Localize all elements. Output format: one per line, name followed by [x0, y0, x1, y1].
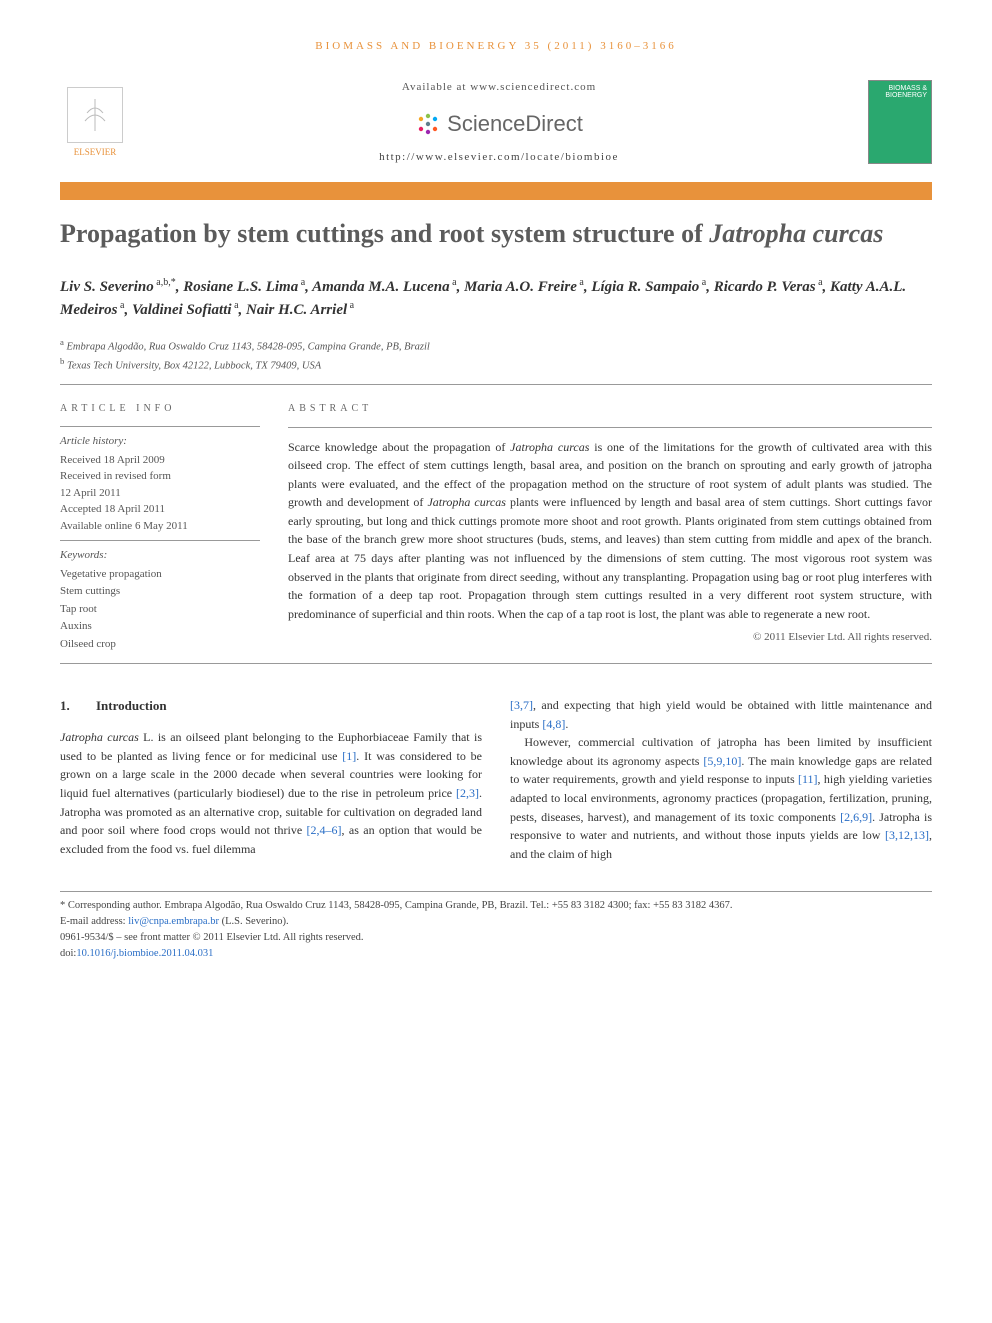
body-columns: 1.Introduction Jatropha curcas L. is an …	[60, 696, 932, 863]
accepted-date: Accepted 18 April 2011	[60, 501, 260, 518]
copyright-line: © 2011 Elsevier Ltd. All rights reserved…	[288, 629, 932, 646]
sciencedirect-text: ScienceDirect	[447, 111, 583, 137]
article-info-column: ARTICLE INFO Article history: Received 1…	[60, 401, 260, 653]
divider	[60, 540, 260, 541]
divider	[60, 663, 932, 664]
revised-date: 12 April 2011	[60, 485, 260, 502]
keyword-item: Tap root	[60, 601, 260, 618]
intro-paragraph-right: [3,7], and expecting that high yield wou…	[510, 696, 932, 863]
elsevier-tree-icon	[67, 87, 123, 143]
article-info-heading: ARTICLE INFO	[60, 401, 260, 416]
journal-header: ELSEVIER Available at www.sciencedirect.…	[60, 72, 932, 182]
elsevier-logo: ELSEVIER	[60, 87, 130, 157]
online-date: Available online 6 May 2011	[60, 518, 260, 535]
section-title: Introduction	[96, 698, 167, 713]
abstract-column: ABSTRACT Scarce knowledge about the prop…	[288, 401, 932, 653]
sciencedirect-logo: ScienceDirect	[415, 111, 583, 137]
revised-label: Received in revised form	[60, 468, 260, 485]
available-at: Available at www.sciencedirect.com	[130, 81, 868, 93]
orange-divider-bar	[60, 182, 932, 200]
journal-cover-thumb: BIOMASS & BIOENERGY	[868, 80, 932, 164]
journal-url[interactable]: http://www.elsevier.com/locate/biombioe	[130, 151, 868, 163]
keyword-item: Stem cuttings	[60, 583, 260, 600]
body-col-right: [3,7], and expecting that high yield wou…	[510, 696, 932, 863]
divider	[60, 426, 260, 427]
running-head: BIOMASS AND BIOENERGY 35 (2011) 3160–316…	[60, 40, 932, 52]
keyword-item: Oilseed crop	[60, 636, 260, 653]
title-text: Propagation by stem cuttings and root sy…	[60, 219, 709, 248]
divider	[60, 384, 932, 385]
divider	[288, 427, 932, 428]
author-list: Liv S. Severino a,b,*, Rosiane L.S. Lima…	[60, 275, 932, 322]
abstract-heading: ABSTRACT	[288, 401, 932, 417]
keywords-list: Vegetative propagationStem cuttingsTap r…	[60, 566, 260, 653]
intro-paragraph-left: Jatropha curcas L. is an oilseed plant b…	[60, 728, 482, 858]
body-col-left: 1.Introduction Jatropha curcas L. is an …	[60, 696, 482, 863]
corresponding-author: * Corresponding author. Embrapa Algodão,…	[60, 898, 932, 914]
affiliation-a: a Embrapa Algodão, Rua Oswaldo Cruz 1143…	[60, 336, 932, 355]
doi-line: doi:10.1016/j.biombioe.2011.04.031	[60, 946, 932, 962]
keywords-label: Keywords:	[60, 547, 260, 564]
issn-line: 0961-9534/$ – see front matter © 2011 El…	[60, 930, 932, 946]
doi-link[interactable]: 10.1016/j.biombioe.2011.04.031	[76, 948, 213, 959]
section-number: 1.	[60, 696, 96, 716]
email-line: E-mail address: liv@cnpa.embrapa.br (L.S…	[60, 914, 932, 930]
history-label: Article history:	[60, 433, 260, 450]
received-date: Received 18 April 2009	[60, 452, 260, 469]
article-title: Propagation by stem cuttings and root sy…	[60, 218, 932, 251]
keyword-item: Auxins	[60, 618, 260, 635]
abstract-text: Scarce knowledge about the propagation o…	[288, 438, 932, 624]
email-link[interactable]: liv@cnpa.embrapa.br	[128, 916, 219, 927]
affiliations: a Embrapa Algodão, Rua Oswaldo Cruz 1143…	[60, 336, 932, 375]
elsevier-text: ELSEVIER	[60, 147, 130, 157]
affiliation-b: b Texas Tech University, Box 42122, Lubb…	[60, 355, 932, 374]
footnotes: * Corresponding author. Embrapa Algodão,…	[60, 891, 932, 961]
keyword-item: Vegetative propagation	[60, 566, 260, 583]
sd-dots-icon	[415, 111, 441, 137]
section-heading-intro: 1.Introduction	[60, 696, 482, 716]
title-species: Jatropha curcas	[709, 219, 883, 248]
